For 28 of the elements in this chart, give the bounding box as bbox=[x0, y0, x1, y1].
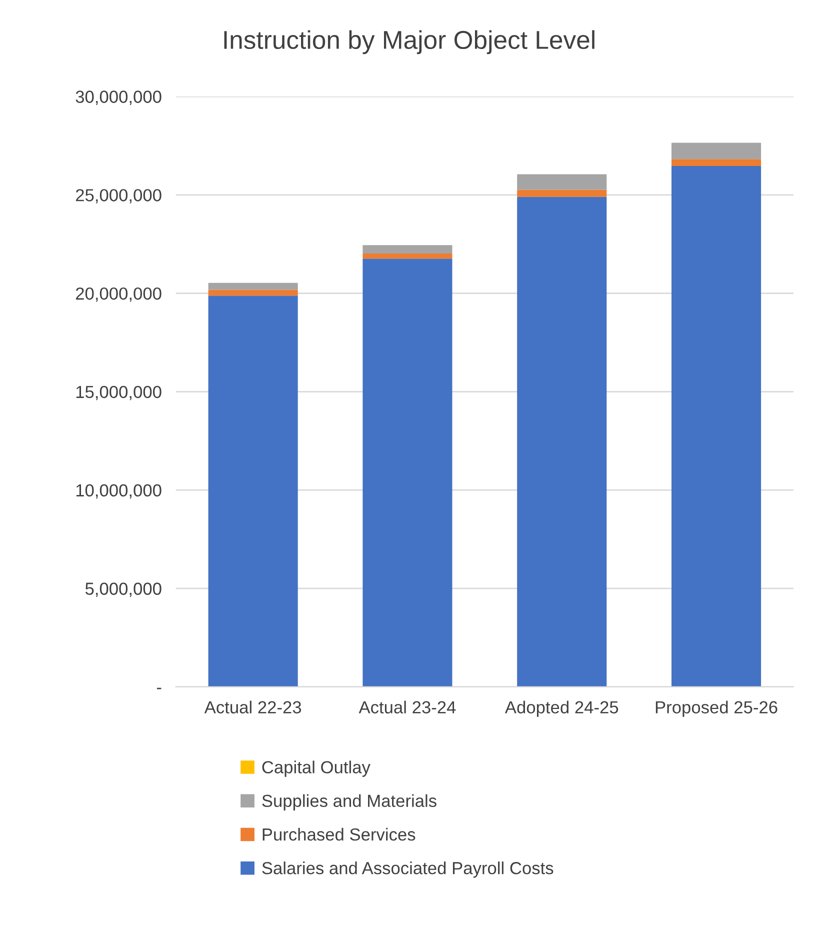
bar bbox=[208, 290, 298, 296]
y-tick-label: 5,000,000 bbox=[85, 582, 162, 597]
x-tick-label: Actual 22-23 bbox=[204, 700, 302, 714]
bar bbox=[517, 190, 607, 197]
y-tick-label: 30,000,000 bbox=[76, 90, 162, 106]
bar bbox=[208, 282, 298, 290]
bar bbox=[671, 142, 762, 160]
bar bbox=[671, 166, 762, 687]
legend-label: Salaries and Associated Payroll Costs bbox=[262, 862, 554, 878]
y-tick-label: - bbox=[156, 688, 162, 690]
legend-label: Capital Outlay bbox=[262, 760, 370, 777]
bar bbox=[362, 258, 452, 687]
y-tick-label: 25,000,000 bbox=[76, 189, 162, 204]
x-tick-label: Proposed 25-26 bbox=[656, 700, 778, 717]
x-tick-label: Actual 23-24 bbox=[358, 700, 456, 714]
chart-title: Instruction by Major Object Level bbox=[224, 30, 594, 54]
x-tick-label: Adopted 24-25 bbox=[504, 700, 618, 717]
legend-label: Purchased Services bbox=[262, 828, 416, 841]
bar bbox=[517, 196, 607, 687]
legend-label: Supplies and Materials bbox=[262, 794, 436, 810]
bar bbox=[517, 174, 607, 190]
bar bbox=[671, 159, 762, 166]
y-tick-label: 15,000,000 bbox=[76, 386, 162, 400]
y-tick-label: 10,000,000 bbox=[76, 484, 162, 499]
y-tick-label: 20,000,000 bbox=[76, 287, 162, 302]
bar bbox=[362, 254, 452, 259]
bar bbox=[208, 296, 298, 687]
bar bbox=[362, 245, 452, 254]
